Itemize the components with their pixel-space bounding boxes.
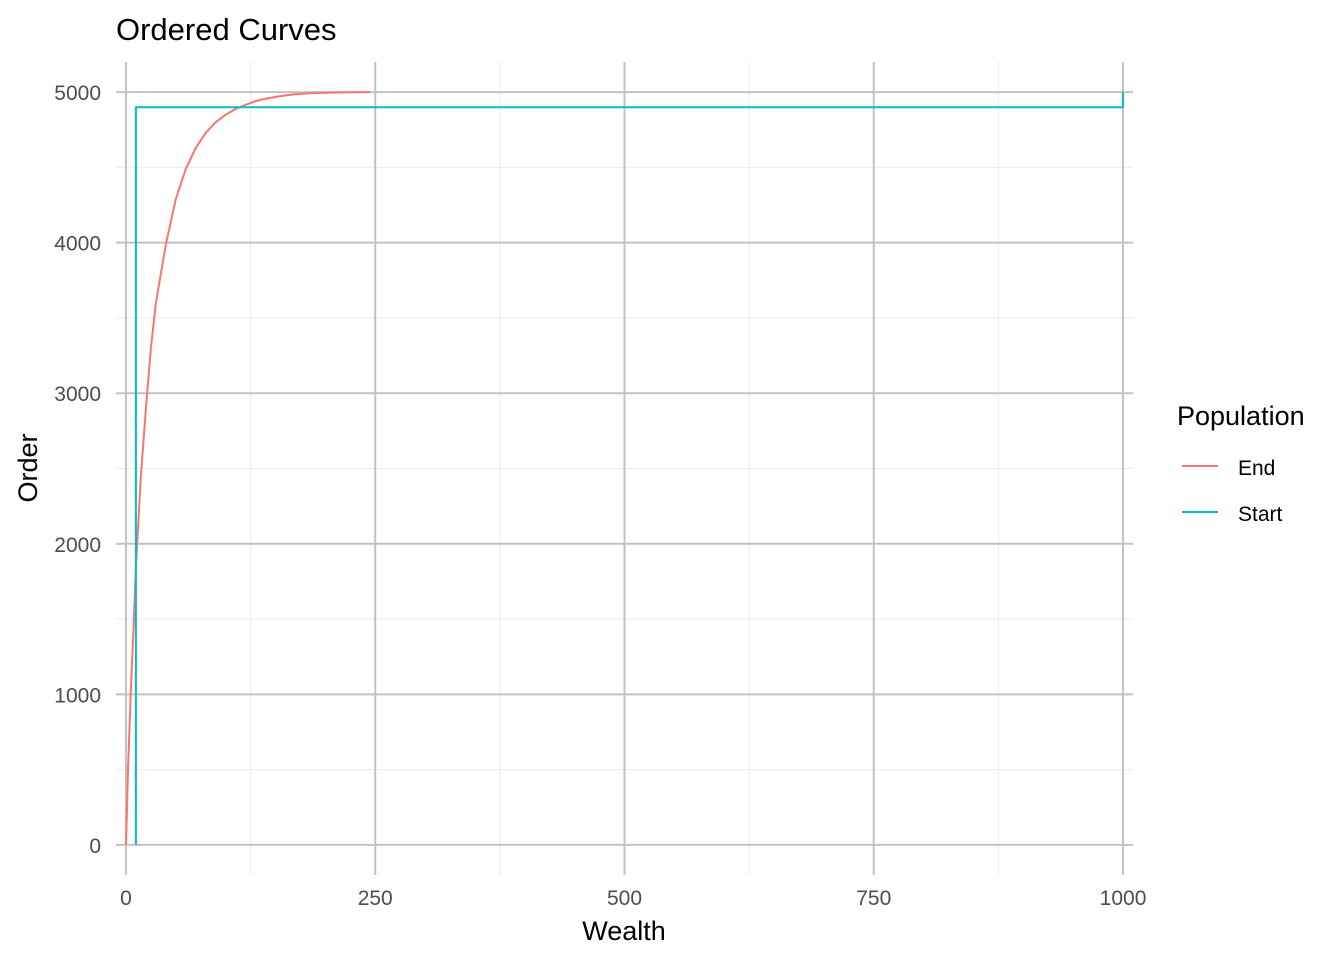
- legend-label-start: Start: [1238, 503, 1283, 526]
- legend-item-end: End: [1182, 457, 1275, 480]
- y-tick-label: 4000: [54, 233, 101, 256]
- y-tick-label: 2000: [54, 534, 101, 557]
- chart-title: Ordered Curves: [116, 12, 337, 47]
- legend-item-start: Start: [1182, 503, 1283, 526]
- x-tick-label: 250: [358, 887, 393, 910]
- x-tick-label: 0: [120, 887, 132, 910]
- x-tick-label: 500: [607, 887, 642, 910]
- y-tick-label: 3000: [54, 383, 101, 406]
- y-axis-tick-labels: 0 1000 2000 3000 4000 5000: [54, 82, 101, 858]
- legend: Population End Start: [1177, 401, 1305, 526]
- legend-title: Population: [1177, 401, 1305, 431]
- y-tick-label: 0: [89, 835, 101, 858]
- legend-label-end: End: [1238, 457, 1275, 480]
- x-axis-title: Wealth: [582, 916, 666, 946]
- x-tick-label: 1000: [1100, 887, 1147, 910]
- y-tick-label: 1000: [54, 684, 101, 707]
- y-axis-title: Order: [13, 433, 43, 502]
- x-axis-tick-labels: 0 250 500 750 1000: [120, 887, 1146, 910]
- x-tick-label: 750: [856, 887, 891, 910]
- y-tick-label: 5000: [54, 82, 101, 105]
